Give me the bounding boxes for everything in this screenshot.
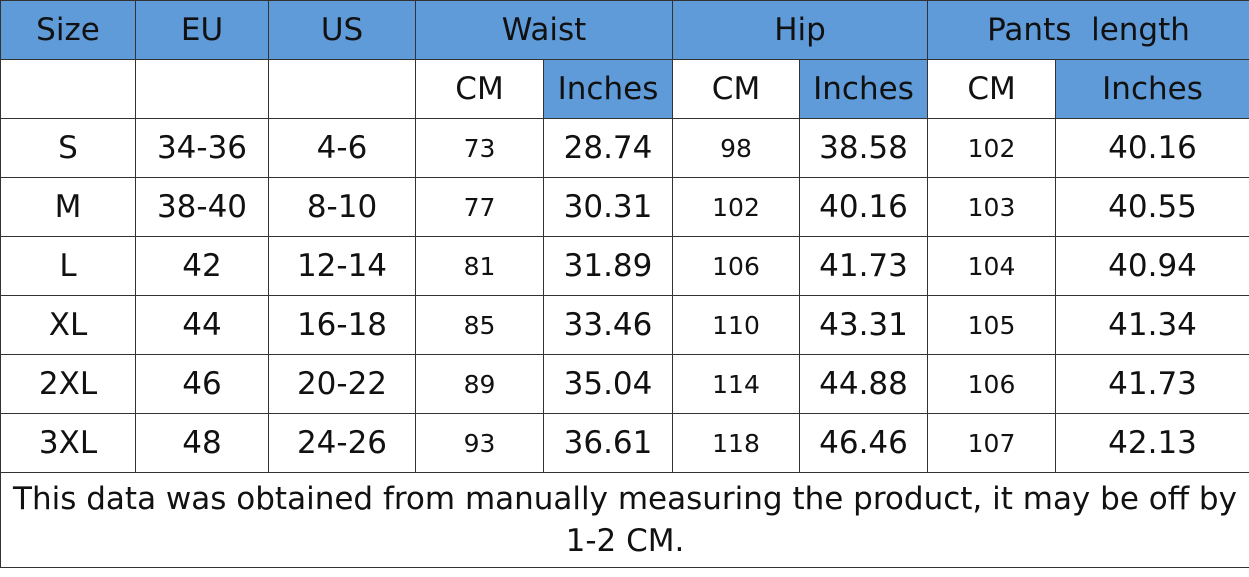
data-cell: 2XL (0, 354, 136, 414)
data-cell: 106 (672, 236, 800, 296)
data-cell: 20-22 (268, 354, 416, 414)
data-cell: 35.04 (543, 354, 673, 414)
header-cell: Waist (415, 0, 673, 60)
data-cell: 118 (672, 413, 800, 473)
data-cell: 44.88 (798, 354, 929, 414)
data-cell: 107 (927, 413, 1057, 473)
data-cell: 105 (927, 295, 1057, 355)
empty-cell (268, 59, 416, 119)
data-cell: 41.73 (798, 236, 929, 296)
empty-cell (135, 59, 269, 119)
data-cell: 33.46 (543, 295, 673, 355)
data-cell: 98 (672, 118, 800, 178)
data-cell: 40.55 (1055, 177, 1249, 237)
header-cell: EU (135, 0, 269, 60)
data-cell: 40.16 (1055, 118, 1249, 178)
data-cell: 102 (927, 118, 1057, 178)
empty-cell (0, 59, 136, 119)
data-cell: 104 (927, 236, 1057, 296)
data-row: L 42 12-14 81 31.89 106 41.73 104 40.94 (0, 236, 1249, 296)
data-cell: 38.58 (798, 118, 929, 178)
unit-cell: Inches (798, 59, 929, 119)
data-row: M 38-40 8-10 77 30.31 102 40.16 103 40.55 (0, 177, 1249, 237)
data-cell: 24-26 (268, 413, 416, 473)
header-row: Size EU US Waist Hip Pants length (0, 0, 1249, 60)
data-cell: M (0, 177, 136, 237)
data-cell: 81 (415, 236, 544, 296)
note: This data was obtained from manually mea… (0, 472, 1249, 568)
unit-cell: CM (415, 59, 544, 119)
data-cell: 30.31 (543, 177, 673, 237)
data-cell: 103 (927, 177, 1057, 237)
data-cell: 42 (135, 236, 269, 296)
data-row: 2XL 46 20-22 89 35.04 114 44.88 106 41.73 (0, 354, 1249, 414)
header-cell: US (268, 0, 416, 60)
data-cell: 85 (415, 295, 544, 355)
data-cell: 89 (415, 354, 544, 414)
data-cell: 34-36 (135, 118, 269, 178)
data-cell: 106 (927, 354, 1057, 414)
data-cell: S (0, 118, 136, 178)
data-cell: 4-6 (268, 118, 416, 178)
data-cell: 102 (672, 177, 800, 237)
data-cell: 36.61 (543, 413, 673, 473)
data-cell: 46.46 (798, 413, 929, 473)
unit-cell: Inches (1055, 59, 1249, 119)
header-cell: Hip (671, 0, 929, 60)
data-cell: 12-14 (268, 236, 416, 296)
data-cell: 40.94 (1055, 236, 1249, 296)
data-cell: 73 (415, 118, 544, 178)
data-row: S 34-36 4-6 73 28.74 98 38.58 102 40.16 (0, 118, 1249, 178)
data-cell: 77 (415, 177, 544, 237)
data-cell: 38-40 (135, 177, 269, 237)
data-cell: 48 (135, 413, 269, 473)
unit-cell: CM (927, 59, 1057, 119)
data-cell: 16-18 (268, 295, 416, 355)
data-cell: 3XL (0, 413, 136, 473)
header-cell: Pants length (927, 0, 1249, 60)
unit-cell: CM (672, 59, 800, 119)
data-cell: 41.34 (1055, 295, 1249, 355)
header-cell: Size (0, 0, 136, 60)
data-cell: L (0, 236, 136, 296)
data-cell: 114 (672, 354, 800, 414)
note-row: This data was obtained from manually mea… (0, 472, 1249, 568)
data-cell: 40.16 (798, 177, 929, 237)
data-cell: XL (0, 295, 136, 355)
data-cell: 41.73 (1055, 354, 1249, 414)
data-cell: 42.13 (1055, 413, 1249, 473)
unit-cell: Inches (543, 59, 673, 119)
unit-row: CM Inches CM Inches CM Inches (0, 59, 1249, 119)
data-cell: 8-10 (268, 177, 416, 237)
data-cell: 43.31 (798, 295, 929, 355)
data-row: 3XL 48 24-26 93 36.61 118 46.46 107 42.13 (0, 413, 1249, 473)
data-cell: 93 (415, 413, 544, 473)
data-cell: 46 (135, 354, 269, 414)
data-cell: 44 (135, 295, 269, 355)
data-cell: 28.74 (543, 118, 673, 178)
data-row: XL 44 16-18 85 33.46 110 43.31 105 41.34 (0, 295, 1249, 355)
data-cell: 31.89 (543, 236, 673, 296)
data-cell: 110 (672, 295, 800, 355)
